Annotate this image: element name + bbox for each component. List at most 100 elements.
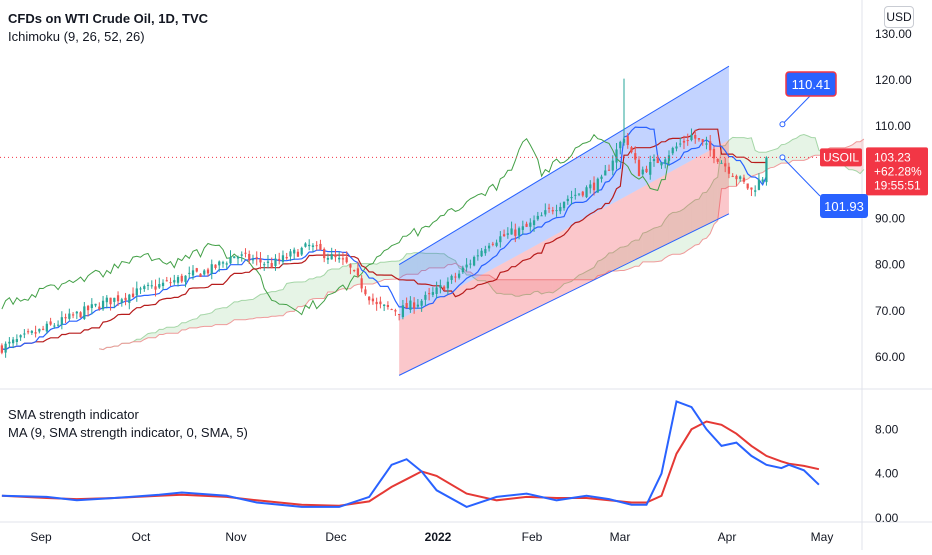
candle xyxy=(372,299,374,302)
candle xyxy=(709,141,711,150)
candle xyxy=(507,233,509,234)
candle xyxy=(762,180,764,182)
candle xyxy=(278,259,280,261)
candle xyxy=(540,215,542,216)
cloud-segment xyxy=(257,294,261,317)
candle xyxy=(428,293,430,294)
ma-legend[interactable]: MA (9, SMA strength indicator, 0, SMA, 5… xyxy=(8,424,248,442)
candle xyxy=(717,159,719,162)
candle xyxy=(218,261,220,265)
candle xyxy=(169,282,171,283)
cloud-segment xyxy=(264,293,268,318)
sma-strength-title[interactable]: SMA strength indicator xyxy=(8,406,248,424)
cloud-segment xyxy=(167,327,171,333)
candle xyxy=(184,276,186,282)
candle xyxy=(747,183,749,188)
cloud-segment xyxy=(395,261,399,279)
candle xyxy=(53,326,55,327)
candle xyxy=(1,345,3,352)
cloud-segment xyxy=(796,136,800,161)
callout-lower-label: 101.93 xyxy=(824,199,864,214)
price-tick-label: 80.00 xyxy=(875,258,905,272)
candle xyxy=(559,207,561,211)
candle xyxy=(750,188,752,190)
candle xyxy=(432,292,434,295)
candle xyxy=(533,220,535,225)
candle xyxy=(713,149,715,158)
candle xyxy=(758,180,760,190)
ichimoku-legend[interactable]: Ichimoku (9, 26, 52, 26) xyxy=(8,28,208,46)
candle xyxy=(690,135,692,140)
candle xyxy=(34,332,36,333)
cloud-segment xyxy=(182,323,186,330)
cloud-segment xyxy=(159,329,163,334)
candle xyxy=(732,176,734,177)
candle xyxy=(484,249,486,253)
candle xyxy=(203,270,205,274)
candle xyxy=(705,143,707,144)
candle xyxy=(585,187,587,197)
candle xyxy=(304,243,306,246)
candle xyxy=(241,254,243,255)
candle xyxy=(728,167,730,174)
candle xyxy=(387,305,389,307)
price-badge: 103.23+62.28%19:55:51 xyxy=(866,147,928,195)
candle xyxy=(282,255,284,262)
candle xyxy=(19,335,21,337)
candle xyxy=(211,264,213,274)
price-tick-label: 70.00 xyxy=(875,304,905,318)
cloud-segment xyxy=(249,299,253,319)
candle xyxy=(570,197,572,198)
candle xyxy=(199,274,201,277)
candle xyxy=(421,301,423,306)
candle xyxy=(196,268,198,271)
candle xyxy=(619,142,621,148)
callout-lower-dot xyxy=(780,155,785,160)
cloud-segment xyxy=(238,300,242,319)
cloud-segment xyxy=(302,282,306,307)
currency-button[interactable]: USD xyxy=(884,6,914,28)
callout-upper-dot xyxy=(780,122,785,127)
candle xyxy=(406,303,408,308)
candle xyxy=(518,228,520,235)
candle xyxy=(525,224,527,227)
price-tick-label: 130.00 xyxy=(875,27,912,41)
candle xyxy=(409,301,411,310)
candle xyxy=(42,329,44,330)
candle xyxy=(72,314,74,315)
candle xyxy=(259,259,261,263)
candle xyxy=(649,162,651,175)
candle xyxy=(687,140,689,141)
candle xyxy=(316,245,318,246)
callout-upper-label: 110.41 xyxy=(792,77,831,92)
candle xyxy=(623,139,625,143)
candle xyxy=(450,276,452,280)
candle xyxy=(668,155,670,161)
cloud-segment xyxy=(193,319,197,328)
cloud-segment xyxy=(740,138,744,182)
time-tick-label: Nov xyxy=(225,530,246,544)
candle xyxy=(117,295,119,301)
candle xyxy=(38,329,40,332)
candle xyxy=(702,139,704,142)
candle xyxy=(368,297,370,301)
candle xyxy=(308,245,310,246)
candle xyxy=(754,190,756,191)
candle xyxy=(31,331,33,333)
candle xyxy=(106,298,108,303)
candle xyxy=(488,246,490,249)
candle xyxy=(480,251,482,256)
candle xyxy=(76,312,78,314)
candle xyxy=(312,245,314,246)
cloud-segment xyxy=(171,327,175,333)
price-badge-countdown: 19:55:51 xyxy=(874,178,921,192)
candle xyxy=(627,136,629,145)
candle xyxy=(567,199,569,201)
symbol-title[interactable]: CFDs on WTI Crude Oil, 1D, TVC xyxy=(8,10,208,28)
candle xyxy=(177,277,179,283)
candle xyxy=(634,153,636,160)
candle xyxy=(660,162,662,165)
time-tick-label: May xyxy=(811,530,834,544)
